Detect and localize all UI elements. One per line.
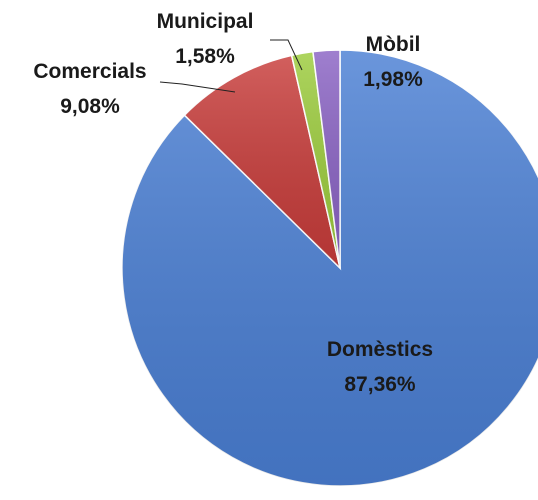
slice-labels: Domèstics 87,36% Comercials 9,08% Municipal 1… <box>33 10 433 396</box>
slice-value-municipal: 1,58% <box>175 45 235 68</box>
slice-label-domestics: Domèstics <box>327 338 433 361</box>
pie-slice-shading-domestics <box>122 50 538 486</box>
pie-slice-shading-municipal <box>291 51 340 268</box>
pie-slices <box>121 49 538 487</box>
slice-label-comercials: Comercials <box>33 60 146 83</box>
slice-value-mobil: 1,98% <box>363 68 423 91</box>
leader-line-municipal <box>270 39 303 71</box>
slice-label-mobil: Mòbil <box>366 33 421 56</box>
slice-value-comercials: 9,08% <box>60 95 120 118</box>
leader-lines <box>159 39 303 93</box>
pie-slice-shading-comercials <box>184 55 340 268</box>
slice-value-domestics: 87,36% <box>344 373 416 396</box>
slice-label-municipal: Municipal <box>157 10 254 33</box>
pie-slice-shading-mobil <box>312 50 340 268</box>
leader-line-comercials <box>159 81 236 93</box>
